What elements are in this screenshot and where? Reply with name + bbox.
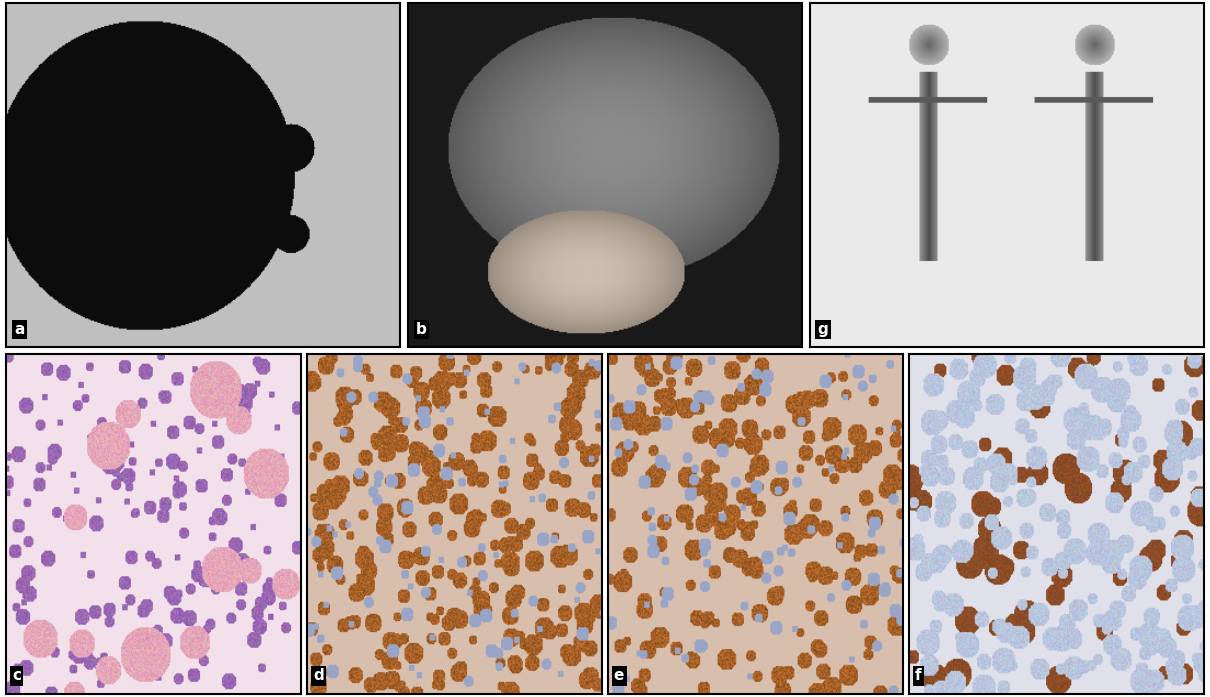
Text: d: d (313, 668, 323, 683)
Text: e: e (613, 668, 624, 683)
Text: a: a (15, 322, 24, 337)
Text: b: b (416, 322, 427, 337)
Text: c: c (12, 668, 21, 683)
Text: f: f (915, 668, 922, 683)
Text: g: g (818, 322, 829, 337)
